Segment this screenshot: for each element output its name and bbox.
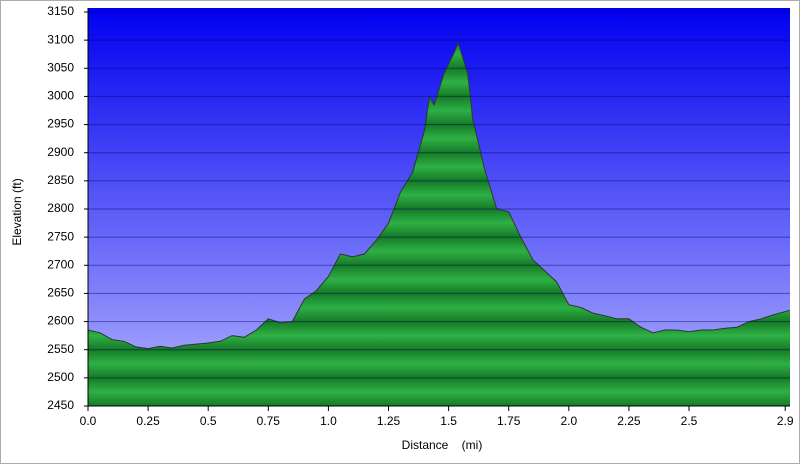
y-tick-label: 2900 [47,145,74,159]
x-tick-label: 2.25 [617,414,641,428]
x-tick-label: 1.5 [440,414,457,428]
y-tick-label: 2800 [47,201,74,215]
x-tick-label: 0.25 [136,414,160,428]
y-tick-label: 2750 [47,229,74,243]
y-axis-label: Elevation (ft) [10,178,24,245]
x-tick-label: 0.0 [80,414,97,428]
area-outline [87,41,791,350]
y-tick-label: 3150 [47,4,74,18]
x-tick-label: 2.9 [777,414,794,428]
x-tick-label: 2.5 [681,414,698,428]
x-tick-label: 1.25 [377,414,401,428]
x-tick-label: 1.75 [497,414,521,428]
x-axis-label: Distance (mi) [402,438,483,452]
y-tick-label: 3050 [47,60,74,74]
y-tick-label: 2600 [47,314,74,328]
x-tick-label: 2.0 [560,414,577,428]
y-tick-label: 2650 [47,286,74,300]
area [88,43,790,406]
y-tick-label: 2850 [47,173,74,187]
x-tick-label: 0.5 [200,414,217,428]
x-tick-label: 0.75 [257,414,281,428]
y-tick-label: 2950 [47,117,74,131]
y-tick-label: 3000 [47,89,74,103]
x-tick-label: 1.0 [320,414,337,428]
y-tick-label: 2500 [47,370,74,384]
y-tick-label: 2450 [47,398,74,412]
y-tick-label: 2700 [47,257,74,271]
y-tick-label: 2550 [47,342,74,356]
y-tick-label: 3100 [47,32,74,46]
